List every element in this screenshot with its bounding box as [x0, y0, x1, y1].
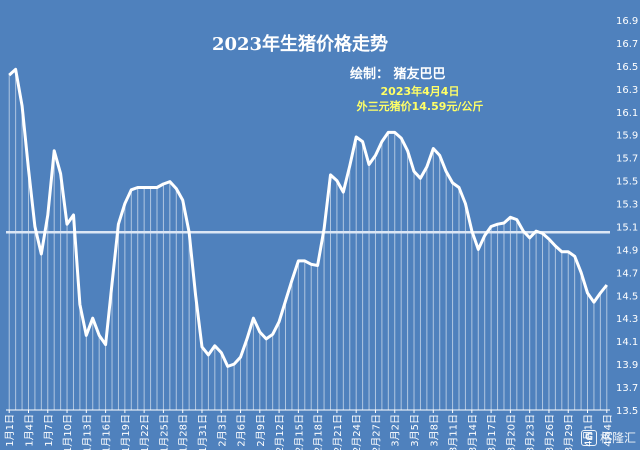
- x-tick-label: 3月17日: [486, 414, 498, 450]
- y-tick-label: 14.3: [616, 314, 638, 325]
- x-tick-label: 1月31日: [197, 414, 209, 450]
- x-tick-label: 2月18日: [313, 414, 325, 450]
- y-tick-label: 14.9: [616, 245, 638, 256]
- x-tick-label: 3月29日: [563, 414, 575, 450]
- y-tick-label: 15.9: [616, 131, 638, 142]
- annotation-date: 2023年4月4日: [380, 85, 460, 98]
- watermark-logo-icon: G: [580, 429, 597, 446]
- y-tick-label: 14.5: [616, 291, 638, 302]
- x-tick-label: 3月14日: [467, 414, 479, 450]
- annotation-price: 外三元猪价14.59元/公斤: [356, 100, 484, 113]
- x-tick-label: 2月21日: [332, 414, 344, 450]
- x-tick-label: 1月19日: [120, 414, 132, 450]
- x-tick-label: 1月25日: [158, 414, 170, 450]
- y-tick-label: 16.7: [616, 39, 638, 50]
- x-tick-label: 3月20日: [505, 414, 517, 450]
- chart-subtitle: 绘制： 猪友巴巴: [350, 67, 446, 82]
- x-tick-label: 2月15日: [293, 414, 305, 450]
- x-tick-label: 1月10日: [62, 414, 74, 450]
- x-tick-label: 3月2日: [390, 414, 402, 447]
- y-tick-label: 16.3: [616, 85, 638, 96]
- x-tick-label: 3月26日: [544, 414, 556, 450]
- x-tick-label: 2月27日: [370, 414, 382, 450]
- watermark: G 格隆汇: [580, 429, 636, 446]
- x-tick-label: 1月28日: [178, 414, 190, 450]
- y-tick-label: 13.5: [616, 406, 638, 417]
- x-tick-label: 2月12日: [274, 414, 286, 450]
- x-tick-label: 3月23日: [525, 414, 537, 450]
- x-tick-label: 1月22日: [139, 414, 151, 450]
- y-tick-label: 16.5: [616, 62, 638, 73]
- x-tick-label: 2月24日: [351, 414, 363, 450]
- y-tick-label: 15.3: [616, 200, 638, 211]
- x-tick-label: 1月4日: [23, 414, 35, 447]
- x-tick-label: 1月16日: [101, 414, 113, 450]
- y-tick-label: 15.1: [616, 222, 638, 233]
- x-tick-label: 2月9日: [255, 414, 267, 447]
- x-tick-label: 1月1日: [4, 414, 16, 447]
- x-tick-label: 3月8日: [428, 414, 440, 447]
- y-tick-label: 14.7: [616, 268, 638, 279]
- chart-annotation: 2023年4月4日 外三元猪价14.59元/公斤: [345, 84, 495, 114]
- x-tick-label: 2月3日: [216, 414, 228, 447]
- y-tick-label: 13.9: [616, 360, 638, 371]
- x-tick-label: 4月4日: [602, 414, 614, 447]
- x-tick-label: 2月6日: [236, 414, 248, 447]
- watermark-text: 格隆汇: [599, 431, 636, 445]
- chart-title: 2023年生猪价格走势: [211, 34, 389, 55]
- y-tick-label: 14.1: [616, 337, 638, 348]
- y-tick-label: 15.5: [616, 177, 638, 188]
- y-tick-label: 16.1: [616, 108, 638, 119]
- y-tick-label: 16.9: [616, 16, 638, 27]
- x-tick-label: 1月13日: [81, 414, 93, 450]
- y-tick-label: 13.7: [616, 383, 638, 394]
- series-line: [8, 67, 608, 368]
- x-tick-label: 3月5日: [409, 414, 421, 447]
- y-tick-label: 15.7: [616, 154, 638, 165]
- x-tick-label: 1月7日: [43, 414, 55, 447]
- x-tick-label: 3月11日: [448, 414, 460, 450]
